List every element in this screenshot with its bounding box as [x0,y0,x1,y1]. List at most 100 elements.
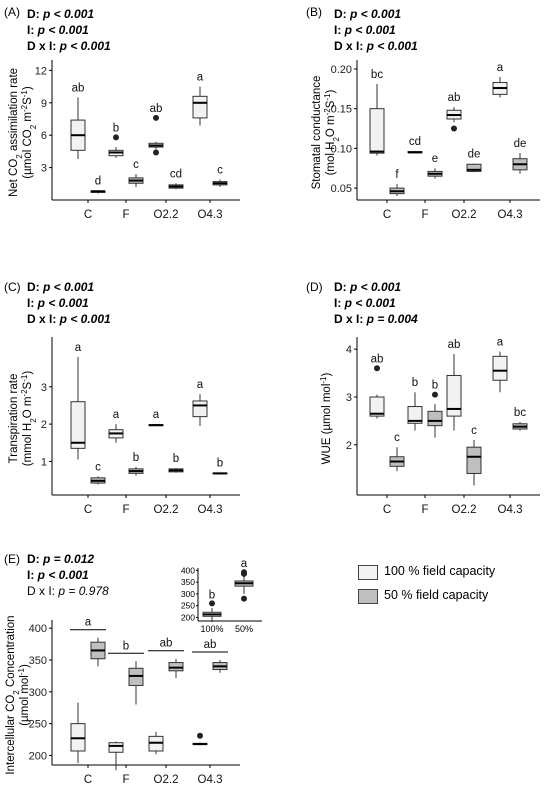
stat-line: D: p < 0.001 [27,7,94,21]
x-tick-label: C [84,504,92,516]
x-tick-label: C [383,209,391,221]
significance-letter: ab [371,353,384,365]
stat-line: D: p < 0.001 [27,280,94,294]
significance-letter: a [113,409,120,421]
y-tick-label: 300 [29,687,47,699]
inset-y-tick-label: 300 [181,589,195,599]
y-tick-label: 1 [41,456,47,468]
y-tick-label: 9 [41,98,47,110]
significance-letter: ab [160,638,173,650]
inset-y-tick-label: 350 [181,577,195,587]
x-tick-label: F [122,209,129,221]
box-E-O4.3-50 [212,660,228,673]
y-tick-label: 3 [346,392,352,404]
y-axis-label: Stomatal conductance [311,76,323,190]
box-A-O4.3-100 [192,86,208,126]
x-tick-label: F [421,209,428,221]
box-B-O2.2-50 [466,163,482,173]
x-tick-label: C [84,209,92,221]
significance-letter: c [95,461,101,473]
significance-letter: a [497,337,504,349]
stat-line: I: p < 0.001 [334,296,396,310]
significance-letter: f [395,169,399,181]
legend-item-water-deficit: 50 % field capacity [358,587,548,605]
outlier-point [197,732,203,739]
box-B-F-100 [407,150,423,154]
significance-letter: e [432,153,438,165]
box-iqr [407,406,423,424]
box-A-O4.3-50 [212,179,228,188]
y-tick-label: 3 [41,163,47,175]
box-E-F-50 [128,661,144,705]
panel-label: (A) [4,5,20,19]
outlier-point [153,114,159,121]
y-tick-label: 2 [41,419,47,431]
x-tick-label: O2.2 [452,504,477,516]
x-tick-label: O2.2 [154,504,179,516]
significance-letter: c [394,432,400,444]
significance-letter: a [75,342,82,354]
significance-letter: ab [448,339,461,351]
y-tick-label: 4 [346,344,352,356]
y-tick-label: 3 [41,382,47,394]
y-tick-label: 250 [29,719,47,731]
box-iqr [466,163,482,172]
box-D-F-100 [407,392,423,431]
box-D-F-50 [427,391,443,438]
box-D-C-100 [369,365,385,419]
x-tick-label: O2.2 [452,209,477,221]
x-tick-label: F [122,504,129,516]
significance-letter: a [241,558,248,570]
panel-B: (B) D: p < 0.001 I: p < 0.001 D x I: p < 0.… [306,5,540,221]
outlier-point [113,134,119,141]
legend: 100 % field capacity 50 % field capacity [358,563,548,613]
significance-letter: ab [448,92,461,104]
box-C-O2.2-100 [148,423,164,427]
box-iqr [492,355,508,381]
outlier-point [153,149,159,156]
box-E-O2.2-100 [148,731,164,755]
box-D-O4.3-50 [512,421,528,431]
y-tick-label: 2 [346,440,352,452]
outlier-point [374,365,380,372]
stat-line: I: p < 0.001 [27,23,89,37]
panel-label: (B) [306,5,322,19]
box-B-O2.2-100 [446,107,462,132]
outlier-point [209,600,215,607]
stat-line: D x I: p < 0.001 [334,39,418,53]
stat-line: D x I: p = 0.978 [27,584,109,598]
significance-letter: d [95,175,101,187]
box-iqr [108,742,124,753]
y-tick-label: 0.20 [331,64,352,76]
stat-line: D x I: p = 0.004 [334,312,418,326]
legend-label-water-deficit: 50 % field capacity [384,588,489,602]
inset-x-tick-label: 100% [200,624,223,634]
inset-y-tick-label: 200 [181,612,195,622]
box-C-F-100 [108,424,124,443]
stat-line: I: p < 0.001 [27,568,89,582]
x-tick-label: O2.2 [154,209,179,221]
inset-y-tick-label: 400 [181,565,195,575]
panel-C: (C) D: p < 0.001 I: p < 0.001 D x I: p < 0.… [4,280,240,516]
box-A-F-50 [128,174,144,188]
y-tick-label: 400 [29,623,47,635]
significance-letter: b [412,377,418,389]
x-tick-label: C [383,504,391,516]
significance-letter: cd [409,136,421,148]
box-B-C-50 [389,184,405,197]
box-B-F-50 [427,168,443,179]
box-D-O2.2-100 [446,353,462,431]
panel-E: (E) D: p = 0.012 I: p < 0.001 D x I: p = 0.… [4,552,262,786]
legend-swatch-well-watered [358,565,378,580]
box-E-O2.2-50 [168,658,184,678]
box-A-C-50 [90,190,106,194]
x-tick-label: O4.3 [198,774,223,786]
significance-letter: a [197,379,204,391]
x-tick-label: C [84,774,92,786]
panel-A: (A) D: p < 0.001 I: p < 0.001 D x I: p < 0.… [4,5,240,221]
stat-line: D: p = 0.012 [27,552,94,566]
box-C-O4.3-50 [212,472,228,475]
legend-item-well-watered: 100 % field capacity [358,563,548,581]
inset-box-50% [234,569,254,602]
